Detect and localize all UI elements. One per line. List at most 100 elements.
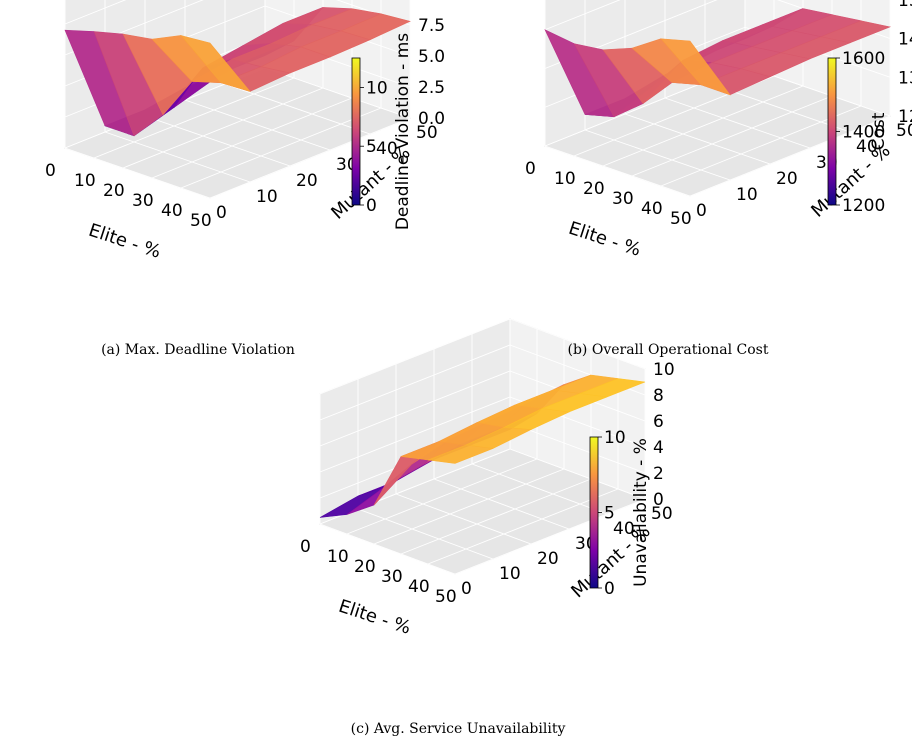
y-tick-label: 50 — [651, 504, 673, 524]
y-tick-label: 40 — [376, 139, 398, 159]
colorbar-tick-label: 10 — [366, 78, 388, 98]
x-tick-label: 30 — [132, 191, 154, 211]
grid-line — [584, 129, 731, 181]
caption-a: (a) Max. Deadline Violation — [101, 342, 295, 358]
x-tick-label: 50 — [435, 587, 457, 607]
colorbar: 1200 1400 1600 Cost — [827, 49, 889, 216]
x-tick-label: 20 — [103, 181, 125, 201]
caption-c: (c) Avg. Service Unavailability — [351, 721, 566, 737]
colorbar-label: Cost — [869, 112, 889, 150]
y-tick-label: 0 — [696, 201, 707, 221]
x-tick-label: 20 — [583, 179, 605, 199]
grid-line — [319, 396, 511, 473]
z-tick-label: 5.0 — [418, 47, 445, 67]
z-tick-label: 1500 — [898, 0, 912, 11]
x-tick-label: 40 — [161, 201, 183, 221]
z-tick-label: 10 — [653, 360, 675, 380]
grid-line — [122, 87, 324, 169]
x-tick-label: 10 — [554, 169, 576, 189]
z-tick-label: 10.0 — [418, 0, 456, 5]
grid-line — [471, 463, 608, 515]
panel-a-surface-plot: 01020304050010203040500.02.55.07.510.012… — [45, 0, 456, 263]
grid-line — [357, 508, 494, 560]
z-tick-label: 1200 — [898, 107, 912, 127]
x-axis-label: Elite - % — [566, 218, 643, 261]
grid-line — [319, 370, 511, 447]
grid-line — [427, 488, 619, 565]
x-tick-label: 10 — [74, 171, 96, 191]
grid-line — [346, 458, 538, 535]
y-tick-label: 0 — [216, 203, 227, 223]
grid-line — [400, 478, 592, 555]
surface-patch — [180, 34, 251, 93]
y-tick-label: 40 — [613, 519, 635, 539]
grid-line — [93, 77, 295, 159]
x-tick-label: 0 — [300, 537, 311, 557]
x-tick-label: 50 — [190, 211, 212, 231]
panel-b-surface-plot: 0102030405001020304050120013001400150016… — [525, 0, 912, 261]
x-axis-label: Elite - % — [86, 220, 163, 263]
grid-line — [373, 468, 565, 545]
grid-line — [454, 498, 646, 575]
grid-line — [184, 99, 331, 151]
colorbar-tick-label: 5 — [604, 504, 615, 524]
z-tick-label: 2.5 — [418, 78, 445, 98]
grid-line — [64, 0, 127, 25]
grid-line — [319, 318, 511, 395]
grid-line — [602, 85, 804, 167]
colorbar-tick-label: 1400 — [842, 123, 885, 143]
z-tick-label: 1300 — [898, 68, 912, 88]
grid-line — [509, 448, 646, 500]
grid-line — [689, 115, 891, 197]
grid-line — [664, 97, 811, 149]
z-tick-label: 8 — [653, 386, 664, 406]
y-tick-label: 20 — [537, 549, 559, 569]
axes-panes — [318, 318, 647, 575]
grid-line — [395, 493, 532, 545]
z-tick-label: 1400 — [898, 30, 912, 50]
surface — [544, 8, 892, 118]
grid-line — [624, 113, 771, 165]
surface — [64, 7, 411, 137]
grid-line — [544, 0, 621, 31]
y-tick-label: 10 — [499, 564, 521, 584]
grid-line — [319, 344, 511, 421]
grid-line — [509, 422, 646, 474]
grid-line — [319, 523, 456, 575]
z-tick-label: 7.5 — [418, 16, 445, 36]
colorbar-tick-label: 0 — [366, 196, 377, 216]
colorbar-tick-label: 0 — [604, 579, 615, 599]
z-tick-label: 0.0 — [418, 109, 445, 129]
x-tick-label: 10 — [327, 547, 349, 567]
x-tick-label: 0 — [45, 161, 56, 181]
y-tick-label: 50 — [416, 123, 438, 143]
x-axis-label: Elite - % — [336, 596, 413, 639]
x-tick-label: 40 — [641, 199, 663, 219]
colorbar-tick-label: 10 — [604, 428, 626, 448]
colorbar-gradient — [351, 57, 361, 206]
grid-line — [509, 318, 646, 370]
grid-line — [209, 117, 411, 199]
surface-patch — [427, 444, 494, 464]
grid-line — [151, 97, 353, 179]
x-tick-label: 30 — [612, 189, 634, 209]
colorbar-label: Unavailability - % — [631, 438, 651, 587]
grid-line — [631, 95, 833, 177]
y-tick-label: 0 — [461, 579, 472, 599]
grid-line — [224, 83, 371, 135]
z-tick-label: 6 — [653, 412, 664, 432]
x-tick-label: 20 — [354, 557, 376, 577]
y-tick-label: 20 — [296, 171, 318, 191]
colorbar-tick-label: 1600 — [842, 49, 885, 69]
grid-line — [64, 147, 211, 199]
grid-line — [104, 131, 251, 183]
colorbar-gradient — [827, 57, 837, 206]
y-tick-label: 10 — [736, 185, 758, 205]
grid-line — [264, 67, 411, 119]
grid-line — [433, 478, 570, 530]
colorbar-gradient — [589, 436, 599, 589]
